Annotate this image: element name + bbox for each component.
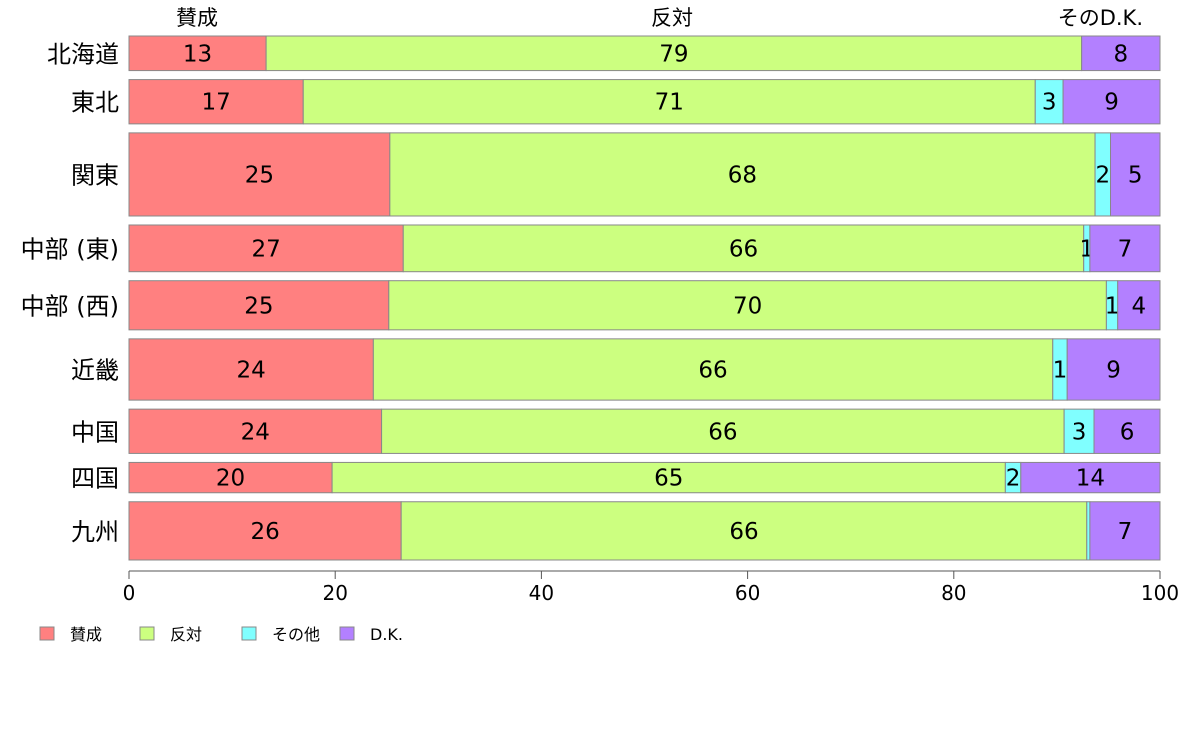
bar-segment <box>400 501 1088 561</box>
category-label: 関東 <box>71 161 119 189</box>
bar-segment <box>128 132 391 217</box>
legend: 賛成 反対 その他 D.K. <box>39 625 403 644</box>
bar-segment <box>128 79 304 125</box>
data-label: 24 <box>237 357 266 383</box>
data-label: 79 <box>659 41 688 67</box>
bar-segment <box>1093 408 1161 454</box>
data-label: 7 <box>1118 519 1133 545</box>
data-label: 5 <box>1128 162 1143 188</box>
bar-segment <box>128 461 333 494</box>
legend-swatch <box>339 626 355 641</box>
bar-segment <box>265 35 1083 72</box>
legend-label: 反対 <box>170 625 202 644</box>
bar-segment <box>1110 132 1161 217</box>
x-tick-label: 0 <box>123 581 136 605</box>
bar-segment <box>1089 224 1161 273</box>
x-tick-label: 60 <box>735 581 760 605</box>
data-label: 3 <box>1072 419 1087 445</box>
data-label: 13 <box>183 41 212 67</box>
legend-label: 賛成 <box>70 625 102 644</box>
category-label: 近畿 <box>71 356 119 384</box>
top-label: 反対 <box>651 6 693 30</box>
category-label: 中国 <box>71 418 119 446</box>
bar-segment <box>1020 461 1161 494</box>
data-label: 2 <box>1095 162 1110 188</box>
category-label: 九州 <box>71 518 119 546</box>
legend-swatch <box>241 626 257 641</box>
top-label: 賛成 <box>176 6 218 30</box>
bar-segment <box>128 280 390 331</box>
data-label: 66 <box>708 419 737 445</box>
legend-swatch <box>139 626 155 641</box>
x-tick-label: 20 <box>322 581 347 605</box>
category-label: 東北 <box>71 89 119 117</box>
data-label: 27 <box>251 236 280 262</box>
data-label: 7 <box>1118 236 1133 262</box>
x-axis: 0 20 40 60 80 100 <box>123 570 1179 605</box>
data-label: 1 <box>1105 293 1120 319</box>
category-label: 北海道 <box>47 40 119 68</box>
bar-segment <box>372 338 1054 401</box>
bars: 13 79 817 71 3 925 68 2 527 66 1 725 70 1 424 66 1 924 66 3… <box>128 35 1161 561</box>
legend-label: D.K. <box>370 625 403 644</box>
bar-segment <box>402 224 1085 273</box>
x-tick-label: 40 <box>529 581 554 605</box>
data-label: 24 <box>241 419 270 445</box>
x-tick-label: 100 <box>1141 581 1179 605</box>
data-label: 25 <box>245 162 274 188</box>
bar-segment <box>128 35 267 72</box>
data-label: 68 <box>728 162 757 188</box>
legend-swatch <box>39 626 55 641</box>
data-label: 9 <box>1106 357 1121 383</box>
data-label: 8 <box>1114 41 1129 67</box>
top-label: そのD.K. <box>1058 6 1143 30</box>
bar-segment <box>128 408 383 454</box>
data-label: 2 <box>1006 466 1021 492</box>
data-label: 70 <box>733 293 762 319</box>
category-label: 中部 (西) <box>21 292 119 320</box>
bar-segment <box>389 132 1096 217</box>
data-label: 66 <box>729 236 758 262</box>
bar-segment <box>388 280 1107 331</box>
data-label: 71 <box>655 90 684 116</box>
bar-segment <box>1034 79 1064 125</box>
data-label: 1 <box>1053 357 1068 383</box>
data-label: 66 <box>729 519 758 545</box>
data-label: 14 <box>1076 466 1105 492</box>
data-label: 26 <box>250 519 279 545</box>
bar-segment <box>381 408 1065 454</box>
data-label: 6 <box>1120 419 1135 445</box>
data-label: 3 <box>1042 90 1057 116</box>
category-label: 中部 (東) <box>21 235 119 263</box>
x-tick-label: 80 <box>941 581 966 605</box>
data-label: 65 <box>654 466 683 492</box>
category-label: 四国 <box>71 465 119 493</box>
bar-segment <box>331 461 1006 494</box>
bar-segment <box>1062 79 1161 125</box>
data-label: 4 <box>1132 293 1147 319</box>
bar-segment <box>1066 338 1161 401</box>
bar-segment <box>1081 35 1161 72</box>
legend-label: その他 <box>272 625 320 644</box>
data-label: 20 <box>216 466 245 492</box>
bar-segment <box>302 79 1036 125</box>
bar-segment <box>128 338 374 401</box>
bar-segment <box>128 501 402 561</box>
data-label: 25 <box>244 293 273 319</box>
bar-segment <box>128 224 404 273</box>
data-label: 66 <box>698 357 727 383</box>
top-labels: 賛成 反対 そのD.K. <box>176 6 1143 30</box>
data-label: 17 <box>201 90 230 116</box>
bar-segment <box>1117 280 1161 331</box>
bar-segment <box>1089 501 1161 561</box>
bar-segment <box>1063 408 1095 454</box>
data-label: 9 <box>1104 90 1119 116</box>
